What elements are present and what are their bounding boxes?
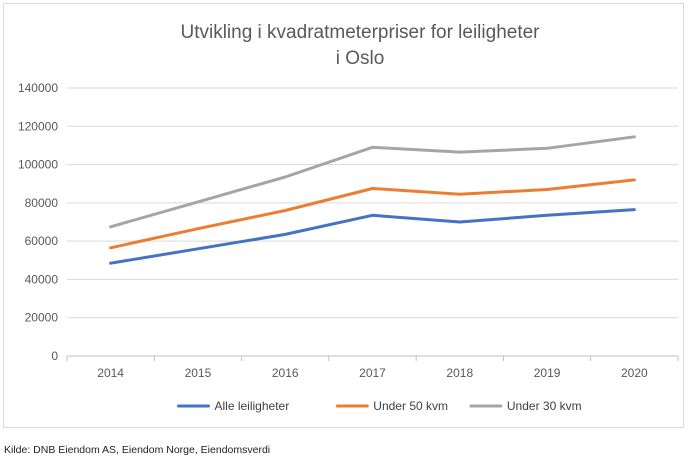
series-line-1 [109, 208, 636, 265]
y-tick-label: 140000 [18, 81, 58, 95]
legend-label: Under 30 kvm [507, 399, 582, 413]
series-line-3 [109, 135, 636, 229]
x-tick-label: 2019 [534, 366, 561, 380]
y-tick-label: 40000 [25, 272, 59, 286]
y-tick-label: 60000 [25, 234, 59, 248]
legend-item: Under 50 kvm [335, 399, 448, 413]
series-lines [109, 135, 636, 265]
legend-item: Alle leiligheter [177, 399, 290, 413]
x-axis: 2014 2015 2016 2017 2018 2019 2020 [66, 356, 679, 380]
legend-item: Under 30 kvm [469, 399, 582, 413]
y-tick-label: 100000 [18, 158, 58, 172]
chart-area: Utvikling i kvadratmeterpriser for leili… [3, 3, 684, 428]
legend: Alle leiligheter Under 50 kvm Under 30 kvm [177, 399, 582, 413]
y-tick-label: 20000 [25, 311, 59, 325]
x-tick-label: 2016 [272, 366, 299, 380]
line-chart: Utvikling i kvadratmeterpriser for leili… [18, 22, 679, 413]
legend-label: Under 50 kvm [373, 399, 448, 413]
x-tick-label: 2017 [359, 366, 386, 380]
y-tick-label: 0 [51, 349, 58, 363]
chart-title-line-1: Utvikling i kvadratmeterpriser for leili… [180, 22, 540, 43]
source-note: Kilde: DNB Eiendom AS, Eiendom Norge, Ei… [4, 444, 271, 456]
y-tick-label: 120000 [18, 119, 58, 133]
y-axis: 0 20000 40000 60000 80000 100000 120000 140000 [18, 81, 58, 363]
y-tick-label: 80000 [25, 196, 59, 210]
x-tick-label: 2020 [621, 366, 648, 380]
legend-label: Alle leiligheter [215, 399, 290, 413]
x-tick-label: 2015 [185, 366, 212, 380]
gridlines [67, 87, 678, 357]
x-tick-label: 2014 [97, 366, 124, 380]
x-tick-label: 2018 [446, 366, 473, 380]
chart-title-line-2: i Oslo [336, 48, 385, 69]
chart-title: Utvikling i kvadratmeterpriser for leili… [180, 22, 540, 69]
